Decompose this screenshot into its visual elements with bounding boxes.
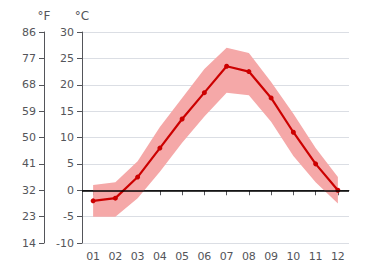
svg-text:-10: -10 — [56, 237, 74, 250]
svg-text:10: 10 — [286, 250, 300, 263]
svg-text:09: 09 — [264, 250, 278, 263]
svg-text:86: 86 — [22, 26, 36, 39]
svg-text:77: 77 — [22, 52, 36, 65]
svg-text:0: 0 — [67, 184, 74, 197]
svg-text:04: 04 — [153, 250, 167, 263]
svg-text:14: 14 — [22, 237, 36, 250]
svg-text:32: 32 — [22, 184, 36, 197]
svg-text:08: 08 — [242, 250, 256, 263]
svg-text:20: 20 — [60, 78, 74, 91]
svg-text:-5: -5 — [63, 210, 74, 223]
svg-text:30: 30 — [60, 26, 74, 39]
svg-text:12: 12 — [331, 250, 345, 263]
svg-text:°F: °F — [38, 9, 51, 23]
svg-text:01: 01 — [86, 250, 100, 263]
svg-text:07: 07 — [220, 250, 234, 263]
svg-text:06: 06 — [197, 250, 211, 263]
svg-text:5: 5 — [67, 157, 74, 170]
svg-text:03: 03 — [131, 250, 145, 263]
svg-text:02: 02 — [108, 250, 122, 263]
svg-text:23: 23 — [22, 210, 36, 223]
svg-text:15: 15 — [60, 105, 74, 118]
svg-text:05: 05 — [175, 250, 189, 263]
svg-text:°C: °C — [75, 9, 89, 23]
svg-text:11: 11 — [309, 250, 323, 263]
svg-text:41: 41 — [22, 157, 36, 170]
svg-text:10: 10 — [60, 131, 74, 144]
svg-text:68: 68 — [22, 78, 36, 91]
svg-text:59: 59 — [22, 105, 36, 118]
svg-text:25: 25 — [60, 52, 74, 65]
svg-text:50: 50 — [22, 131, 36, 144]
